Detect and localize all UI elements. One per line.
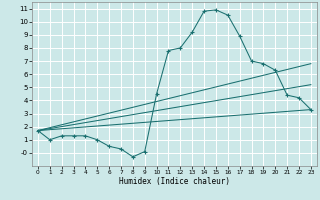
X-axis label: Humidex (Indice chaleur): Humidex (Indice chaleur) [119, 177, 230, 186]
